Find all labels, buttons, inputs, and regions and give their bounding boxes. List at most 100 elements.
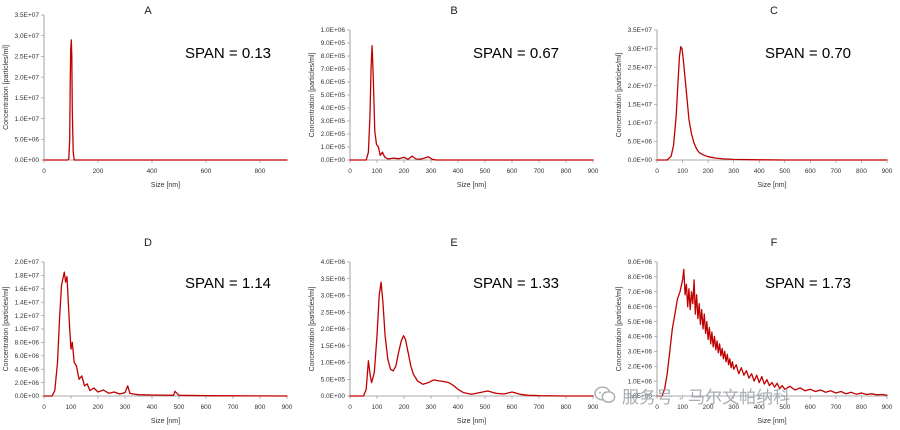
- watermark: 服务号 · 马尔文帕纳科: [594, 382, 894, 408]
- x-tick-label: 400: [147, 404, 158, 411]
- chart-panel-b: 0.0E+00 1.0E+05 2.0E+05 3.0E+05 4.0E+05 5.0E+…: [309, 5, 599, 189]
- y-tick-label: 5.0E+06: [628, 139, 653, 146]
- y-tick-label: 4.0E+05: [321, 105, 346, 112]
- x-tick-label: 900: [588, 168, 599, 175]
- x-tick-label: 900: [588, 404, 599, 411]
- y-tick-label: 0.0E+00: [628, 393, 653, 400]
- y-tick-label: 2.0E+07: [628, 83, 653, 90]
- y-tick-label: 1.0E+07: [15, 116, 40, 123]
- y-axis-title: Concentration [particles/ml]: [3, 287, 10, 372]
- y-axis-title: Concentration [particles/ml]: [309, 287, 316, 372]
- panel-letter: B: [450, 5, 457, 17]
- x-tick-label: 900: [882, 168, 893, 175]
- x-tick-label: 300: [426, 404, 437, 411]
- chart-panel-e: 0.0E+00 5.0E+05 1.0E+06 1.5E+06 2.0E+06 2.5E+…: [309, 237, 599, 425]
- y-tick-label: 6.0E+06: [15, 353, 40, 360]
- x-tick-label: 800: [561, 404, 572, 411]
- x-tick-label: 300: [728, 404, 739, 411]
- x-axis-title: Size [nm]: [457, 418, 486, 425]
- y-tick-label: 1.0E+07: [628, 120, 653, 127]
- y-tick-label: 6.0E+06: [628, 304, 653, 311]
- x-tick-label: 400: [453, 404, 464, 411]
- x-tick-label: 0: [42, 168, 46, 175]
- y-axis-title: Concentration [particles/ml]: [616, 287, 623, 372]
- x-tick-label: 600: [507, 404, 518, 411]
- x-axis-title: Size [nm]: [151, 182, 180, 189]
- x-tick-label: 500: [779, 404, 790, 411]
- x-tick-label: 800: [255, 168, 266, 175]
- y-tick-label: 2.5E+07: [628, 64, 653, 71]
- chart-panel-f: 0.0E+00 1.0E+06 2.0E+06 3.0E+06 4.0E+06 5.0E+…: [616, 237, 893, 425]
- panel-letter: D: [144, 237, 152, 249]
- x-tick-label: 800: [856, 168, 867, 175]
- watermark-text: 服务号 · 马尔文帕纳科: [622, 387, 791, 407]
- x-tick-label: 0: [42, 404, 46, 411]
- y-tick-label: 0.0E+00: [321, 393, 346, 400]
- x-tick-label: 100: [372, 404, 383, 411]
- x-tick-label: 800: [255, 404, 266, 411]
- y-tick-label: 0.0E+00: [15, 393, 40, 400]
- y-tick-label: 2.0E+07: [15, 74, 40, 81]
- y-tick-label: 8.0E+06: [15, 340, 40, 347]
- x-tick-label: 700: [534, 168, 545, 175]
- x-tick-label: 200: [703, 168, 714, 175]
- y-tick-label: 2.0E+07: [15, 259, 40, 266]
- x-tick-label: 200: [399, 404, 410, 411]
- y-tick-label: 0.0E+00: [321, 157, 346, 164]
- x-tick-label: 800: [856, 404, 867, 411]
- y-tick-label: 7.0E+05: [321, 66, 346, 73]
- x-axis-title: Size [nm]: [151, 418, 180, 425]
- x-tick-label: 700: [830, 404, 841, 411]
- x-tick-label: 600: [805, 404, 816, 411]
- y-tick-label: 7.0E+06: [628, 289, 653, 296]
- x-tick-label: 100: [372, 168, 383, 175]
- y-tick-label: 0.0E+00: [15, 157, 40, 164]
- x-tick-label: 200: [703, 404, 714, 411]
- x-tick-label: 100: [677, 404, 688, 411]
- y-axis-title: Concentration [particles/ml]: [616, 53, 623, 138]
- x-tick-label: 600: [201, 404, 212, 411]
- x-tick-label: 500: [779, 168, 790, 175]
- series-line: [43, 39, 288, 161]
- y-tick-label: 1.0E+05: [321, 144, 346, 151]
- y-tick-label: 5.0E+06: [15, 136, 40, 143]
- x-tick-label: 0: [348, 168, 352, 175]
- x-tick-label: 500: [480, 404, 491, 411]
- y-tick-label: 4.0E+06: [15, 366, 40, 373]
- x-axis-title: Size [nm]: [757, 182, 786, 189]
- x-axis-title: Size [nm]: [457, 182, 486, 189]
- x-tick-label: 200: [399, 168, 410, 175]
- series-line: [656, 46, 888, 161]
- x-axis-title: Size [nm]: [757, 418, 786, 425]
- x-tick-label: 600: [201, 168, 212, 175]
- y-tick-label: 3.0E+06: [321, 293, 346, 300]
- y-tick-label: 2.0E+06: [628, 363, 653, 370]
- x-tick-label: 600: [805, 168, 816, 175]
- x-tick-label: 400: [754, 168, 765, 175]
- chart-panel-d: 0.0E+00 2.0E+06 4.0E+06 6.0E+06 8.0E+06 1.0E+…: [3, 237, 293, 425]
- y-tick-label: 3.0E+07: [15, 33, 40, 40]
- y-tick-label: 8.0E+05: [321, 53, 346, 60]
- y-tick-label: 1.4E+07: [15, 299, 40, 306]
- y-tick-label: 9.0E+06: [628, 259, 653, 266]
- x-tick-label: 700: [830, 168, 841, 175]
- x-tick-label: 400: [453, 168, 464, 175]
- y-tick-label: 1.6E+07: [15, 286, 40, 293]
- panel-letter: A: [144, 5, 152, 17]
- x-tick-label: 500: [480, 168, 491, 175]
- x-tick-label: 700: [228, 404, 239, 411]
- series-line: [349, 281, 594, 397]
- y-tick-label: 5.0E+05: [321, 376, 346, 383]
- span-annotation: SPAN = 1.14: [185, 275, 271, 292]
- x-tick-label: 0: [655, 168, 659, 175]
- y-tick-label: 4.0E+06: [628, 334, 653, 341]
- y-tick-label: 2.0E+05: [321, 131, 346, 138]
- y-tick-label: 3.0E+07: [628, 46, 653, 53]
- y-axis-title: Concentration [particles/ml]: [309, 53, 316, 138]
- x-tick-label: 800: [561, 168, 572, 175]
- y-tick-label: 1.2E+07: [15, 313, 40, 320]
- y-tick-label: 2.0E+06: [321, 326, 346, 333]
- y-tick-label: 3.5E+06: [321, 276, 346, 283]
- x-tick-label: 100: [677, 168, 688, 175]
